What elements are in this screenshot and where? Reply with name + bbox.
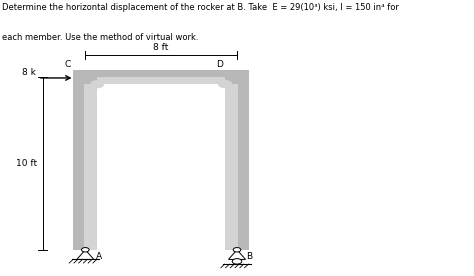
- Circle shape: [232, 259, 242, 264]
- Polygon shape: [225, 77, 249, 250]
- Text: B: B: [246, 252, 253, 261]
- Polygon shape: [84, 84, 97, 250]
- Text: 10 ft: 10 ft: [16, 159, 37, 168]
- Text: A: A: [96, 252, 102, 261]
- Polygon shape: [97, 77, 225, 84]
- Polygon shape: [73, 77, 97, 250]
- Text: D: D: [216, 60, 223, 69]
- Polygon shape: [73, 70, 249, 84]
- Text: C: C: [65, 60, 71, 69]
- Polygon shape: [228, 250, 246, 259]
- Text: 8 ft: 8 ft: [154, 43, 169, 52]
- Text: Determine the horizontal displacement of the rocker at B. Take  E = 29(10³) ksi,: Determine the horizontal displacement of…: [2, 3, 399, 12]
- Circle shape: [218, 80, 232, 88]
- Polygon shape: [77, 250, 94, 259]
- Circle shape: [233, 248, 241, 252]
- Polygon shape: [225, 84, 238, 250]
- Text: each member. Use the method of virtual work.: each member. Use the method of virtual w…: [2, 33, 199, 42]
- Circle shape: [90, 80, 104, 88]
- Circle shape: [82, 248, 89, 252]
- Text: 8 k: 8 k: [22, 68, 36, 76]
